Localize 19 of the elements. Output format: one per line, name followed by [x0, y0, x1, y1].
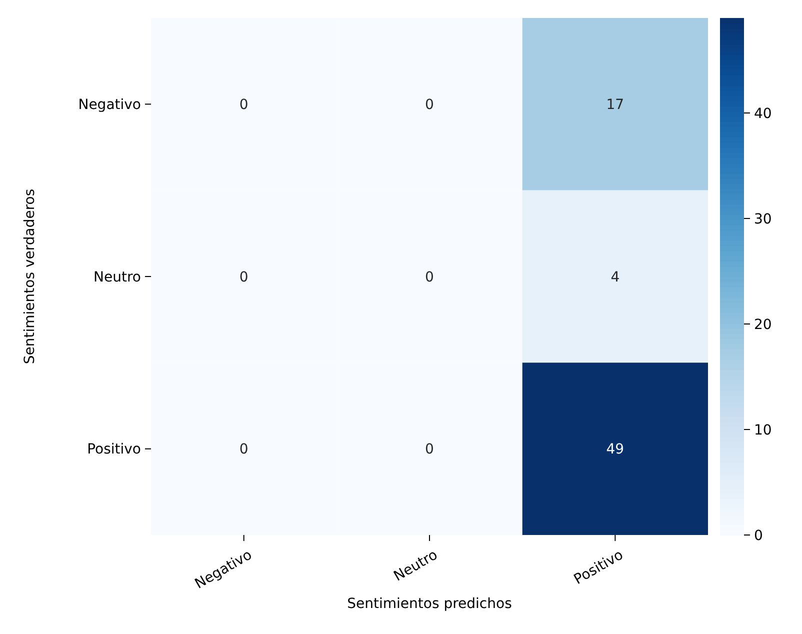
- color-bar-label: 20: [754, 316, 772, 333]
- y-tick-label: Negativo: [78, 97, 141, 114]
- data-label: 0: [425, 442, 434, 458]
- data-label: 0: [239, 269, 248, 286]
- data-label: 4: [610, 269, 620, 286]
- y-axis-title: Sentimientos verdaderos: [22, 188, 38, 364]
- data-label: 0: [425, 97, 434, 114]
- y-tick-label: Positivo: [87, 442, 141, 458]
- data-label: 49: [606, 442, 624, 458]
- data-label: 17: [606, 97, 624, 114]
- color-bar-label: 0: [754, 528, 763, 544]
- x-axis-title: Sentimientos predichos: [347, 596, 512, 612]
- color-bar-label: 30: [754, 211, 772, 228]
- data-label: 0: [425, 269, 434, 286]
- data-label: 0: [239, 442, 248, 458]
- data-label: 0: [239, 97, 248, 114]
- color-bar-label: 40: [754, 106, 772, 122]
- y-tick-label: Neutro: [94, 269, 141, 286]
- color-bar-label: 10: [754, 422, 772, 438]
